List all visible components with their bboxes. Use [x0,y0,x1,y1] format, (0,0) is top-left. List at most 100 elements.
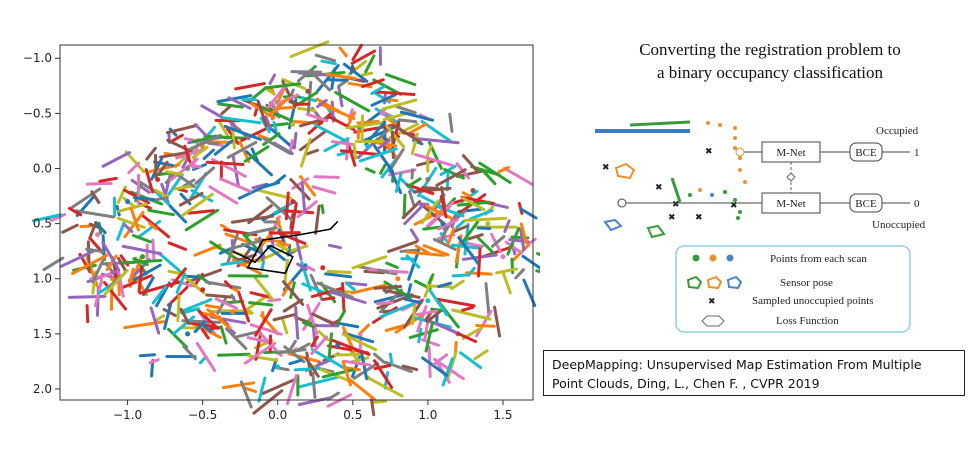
y-tick-label: 0.0 [33,161,52,175]
point-stroke [31,213,63,223]
point-stroke [421,186,440,190]
point-stroke [88,222,102,230]
point-stroke [314,204,321,235]
point-stroke [294,305,300,340]
point-stroke [306,303,319,335]
point-stroke [131,234,152,244]
point-stroke [266,244,286,262]
point-stroke [275,348,307,355]
x-tick-label: 0.5 [343,408,362,422]
point-stroke [310,335,329,356]
point-stroke [392,124,422,144]
point-stroke [237,291,251,323]
point-stroke [101,151,132,168]
sensor-pose-icon [646,224,666,239]
point-stroke [372,399,388,404]
occupied-label: Occupied [876,125,919,137]
point-stroke [372,359,394,389]
point-stroke [297,375,340,389]
point-stroke [415,309,439,317]
point-stroke [406,283,413,299]
point-stroke [416,159,435,167]
point-stroke [358,147,398,163]
point-stroke [308,69,332,92]
point-stroke [124,150,146,174]
point-stroke [342,359,372,367]
point-stroke [451,273,470,278]
point-stroke [204,280,242,290]
point-stroke [132,263,162,282]
svg-text:✖: ✖ [730,201,738,211]
point-stroke [225,327,248,350]
point-stroke [495,267,518,275]
plot-frame [59,44,534,401]
architecture-diagram: ✖ ✖ ✖ ✖ ✖ ✖ ✖ M-Net M-Net BCE BCE Occupied 1 0… [595,120,926,333]
point-stroke [501,271,512,295]
point-stroke [322,296,336,301]
point-stroke [50,213,67,222]
point-stroke [190,189,214,203]
point-stroke [475,235,497,257]
point-stroke [184,208,220,232]
point-stroke [345,121,386,130]
point-stroke [519,227,526,252]
point-stroke [360,71,374,77]
mnet-label-top: M-Net [776,147,805,159]
citation-line2: Point Clouds, Ding, L., Chen F. , CVPR 2… [552,376,820,391]
point-stroke [334,90,371,113]
point-stroke [116,268,125,298]
point-stroke [311,312,335,326]
data-point [485,221,491,227]
point-stroke [326,269,352,274]
point-stroke [182,344,197,361]
point-stroke [324,272,353,279]
point-stroke [385,73,417,87]
point-stroke [256,99,268,128]
point-stroke [443,167,465,180]
plot-marks [31,40,540,417]
point-stroke [220,116,262,125]
point-stroke [350,356,370,364]
point-stroke [218,247,232,255]
point-stroke [166,138,195,155]
point-stroke [219,177,252,193]
point-stroke [435,168,467,187]
x-tick-label: −0.5 [188,408,217,422]
point-stroke [377,138,391,150]
x-ticks: −1.0 −0.5 0.0 0.5 1.0 1.5 [113,400,513,422]
point-stroke [90,190,101,204]
point-stroke [445,171,450,192]
point-stroke [167,327,188,349]
point-stroke [379,163,387,175]
point-stroke [311,185,337,195]
point-stroke [326,391,340,401]
point-stroke [535,269,540,274]
point-stroke [296,262,308,271]
point-stroke [165,170,184,176]
point-stroke [153,314,166,323]
top-scan-dots [706,121,747,184]
point-stroke [191,145,209,159]
point-stroke [298,175,317,197]
cross-icon: ✖ [708,297,716,307]
point-stroke [327,332,333,362]
point-stroke [408,190,416,207]
point-stroke [169,267,187,288]
point-stroke [320,204,325,215]
y-tick-label: 1.5 [33,327,52,341]
legend-pose-label: Sensor pose [780,277,833,289]
point-stroke [159,150,192,159]
point-stroke [475,309,493,338]
y-tick-label: 1.0 [33,272,52,286]
label-zero: 0 [914,198,920,210]
point-stroke [373,293,405,304]
point-stroke [223,280,233,289]
citation-box: DeepMapping: Unsupervised Map Estimation… [543,350,965,396]
point-stroke [200,328,210,340]
svg-text:✖: ✖ [672,200,680,210]
point-stroke [468,208,494,221]
point-stroke [520,207,538,220]
point-stroke [282,280,305,306]
point-stroke [226,140,258,159]
point-stroke [536,251,540,257]
